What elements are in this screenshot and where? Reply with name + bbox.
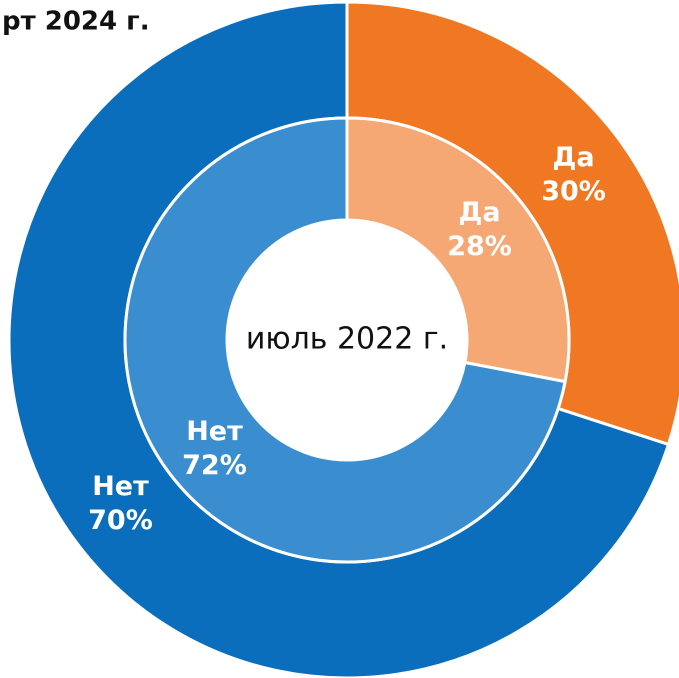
slice-category: Да <box>552 142 594 173</box>
slice-category: Нет <box>186 416 243 447</box>
center-label: июль 2022 г. <box>246 322 448 357</box>
outer-ring-title: рт 2024 г. <box>2 7 150 37</box>
slice <box>123 116 567 564</box>
slice-category: Нет <box>92 471 149 502</box>
slice-value-label: 30% <box>541 176 606 207</box>
slice-value-label: 72% <box>182 450 247 481</box>
slice-value-label: 28% <box>447 231 512 262</box>
slice-value-label: 70% <box>88 505 153 536</box>
slice-category: Да <box>458 197 500 228</box>
slice <box>345 116 571 384</box>
